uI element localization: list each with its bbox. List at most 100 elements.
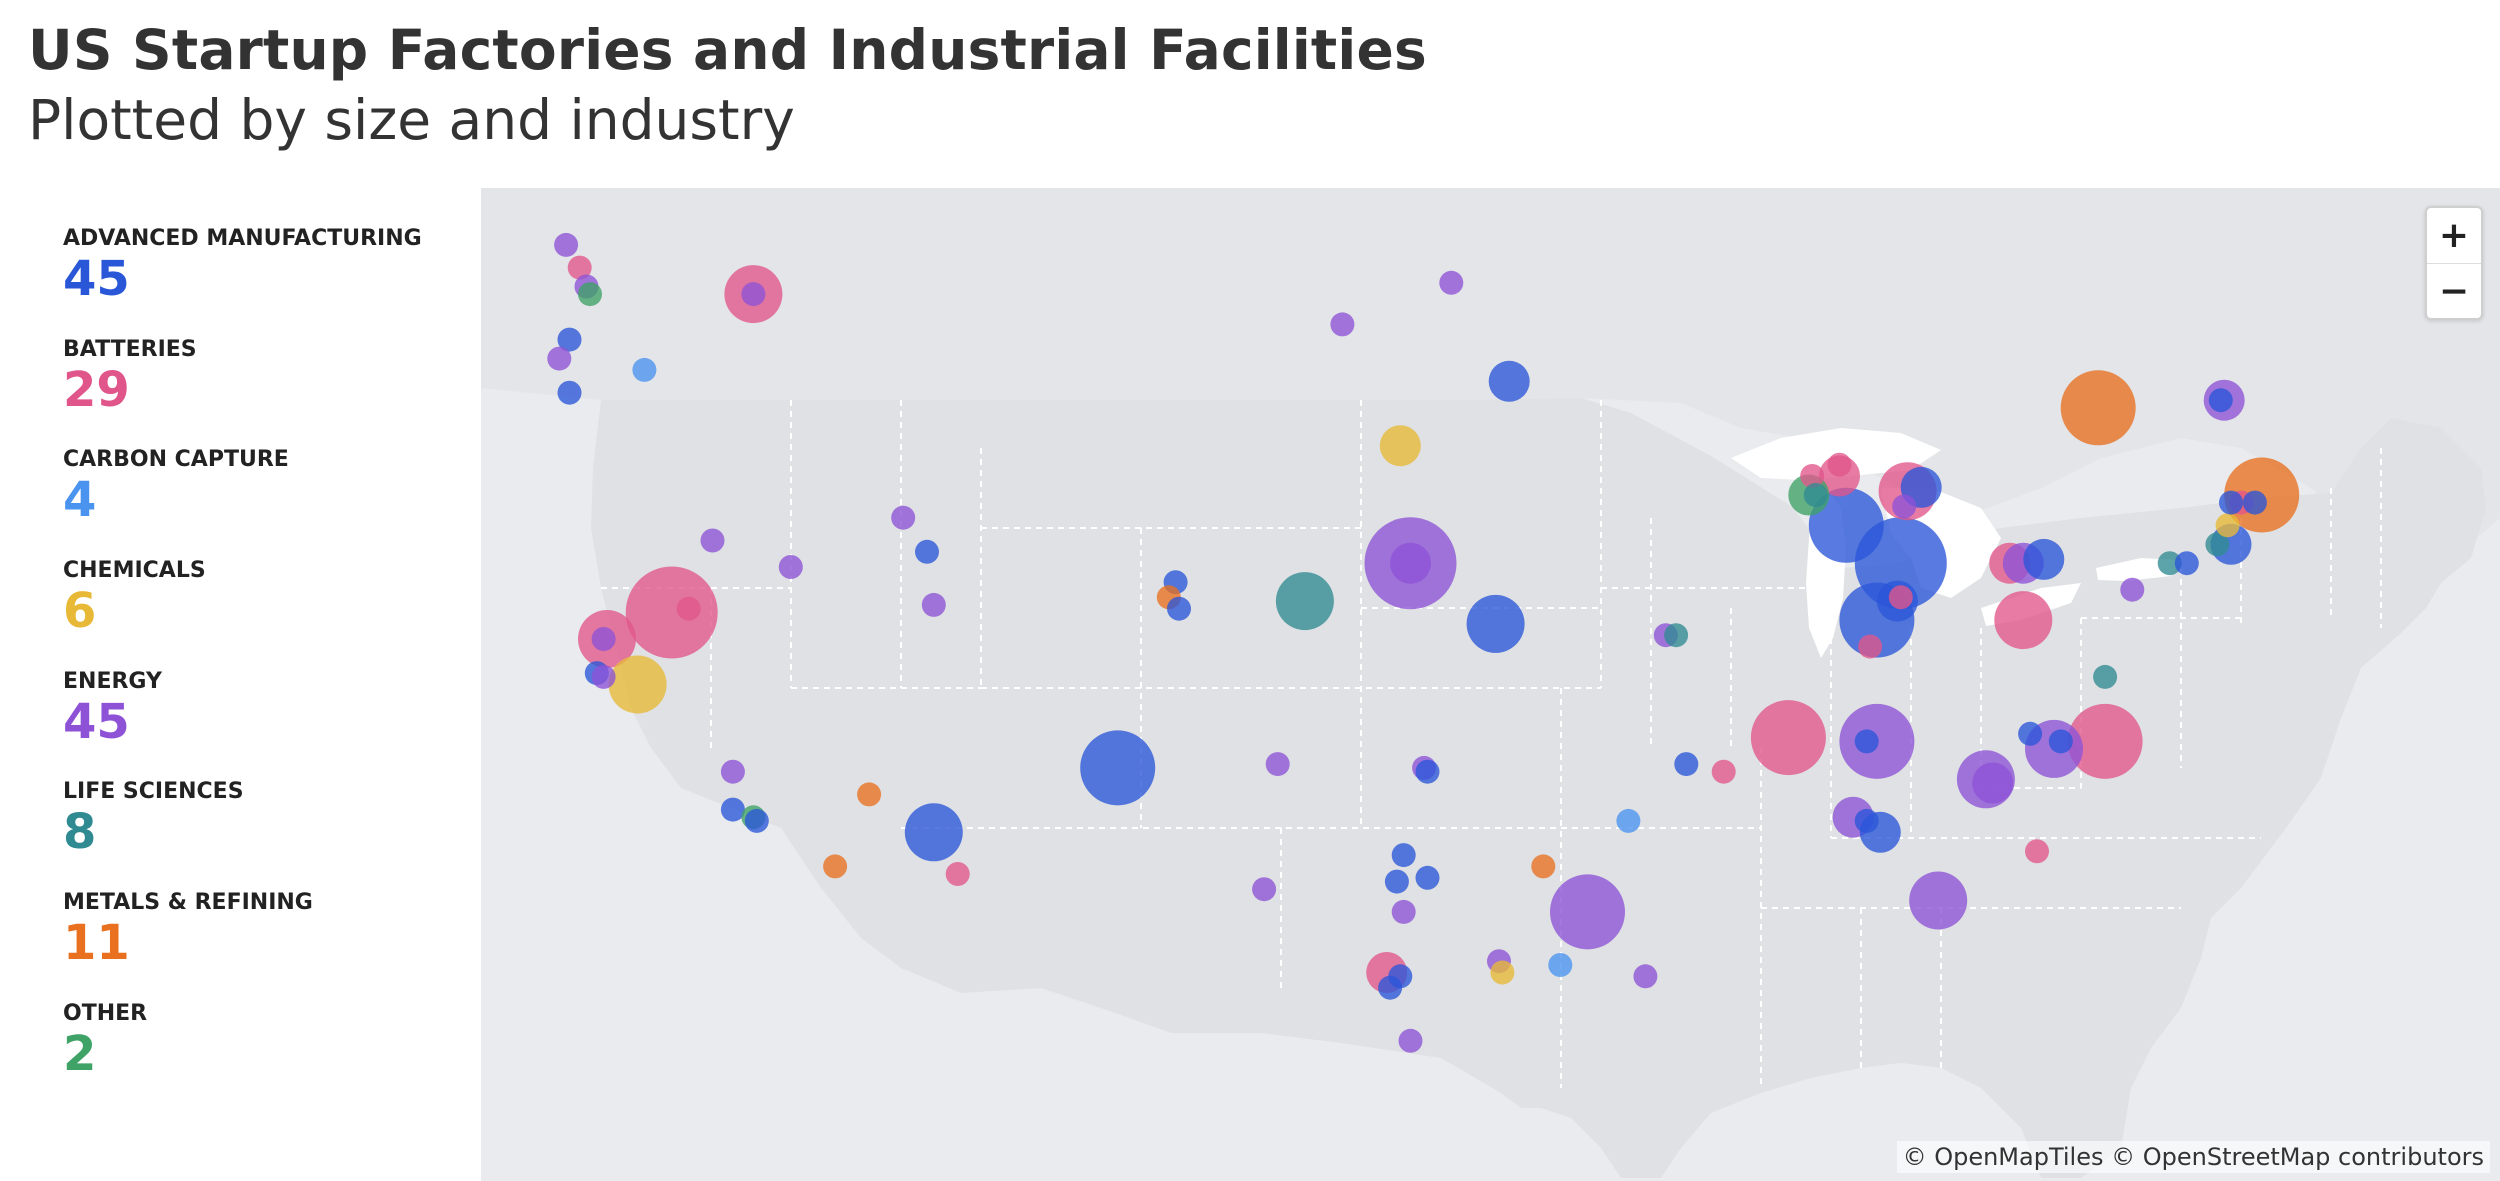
- facility-marker[interactable]: [904, 803, 963, 862]
- facility-marker[interactable]: [554, 232, 579, 257]
- legend-count: 4: [63, 472, 97, 529]
- facility-marker[interactable]: [1854, 729, 1879, 754]
- facility-marker[interactable]: [1888, 585, 1913, 610]
- facility-marker[interactable]: [720, 797, 745, 822]
- facility-marker[interactable]: [2208, 388, 2233, 413]
- facility-marker[interactable]: [2219, 490, 2243, 515]
- facility-marker[interactable]: [744, 808, 769, 833]
- legend-label: BATTERIES: [63, 336, 197, 362]
- facility-marker[interactable]: [625, 566, 718, 659]
- facility-marker[interactable]: [2215, 513, 2240, 538]
- facility-marker[interactable]: [676, 596, 701, 621]
- facility-marker[interactable]: [945, 862, 970, 886]
- facility-marker[interactable]: [1330, 312, 1355, 337]
- facility-marker[interactable]: [1892, 494, 1917, 519]
- facility-marker[interactable]: [1391, 899, 1416, 924]
- facility-marker[interactable]: [1379, 425, 1421, 467]
- legend-count: 2: [63, 1025, 97, 1082]
- facility-marker[interactable]: [2174, 551, 2199, 576]
- legend-label: CHEMICALS: [63, 558, 206, 584]
- facility-marker[interactable]: [1415, 759, 1440, 784]
- facility-marker[interactable]: [1466, 594, 1525, 653]
- facility-marker[interactable]: [1616, 808, 1641, 833]
- facility-marker[interactable]: [778, 555, 803, 579]
- facility-marker[interactable]: [1633, 964, 1658, 989]
- facility-marker[interactable]: [921, 592, 946, 617]
- facility-marker[interactable]: [857, 782, 882, 807]
- facility-marker[interactable]: [1803, 483, 1828, 507]
- facility-marker[interactable]: [2025, 839, 2049, 864]
- facility-marker[interactable]: [1439, 270, 1464, 295]
- facility-marker[interactable]: [2060, 370, 2136, 446]
- facility-marker[interactable]: [1167, 596, 1191, 621]
- facility-marker[interactable]: [1384, 869, 1409, 894]
- state-borders: [601, 400, 2382, 1088]
- facility-marker[interactable]: [1398, 1028, 1423, 1053]
- facility-marker[interactable]: [578, 282, 602, 307]
- facility-marker[interactable]: [632, 357, 657, 382]
- facility-marker[interactable]: [1378, 975, 1403, 1000]
- facility-marker[interactable]: [1827, 452, 1852, 477]
- facility-marker[interactable]: [2242, 490, 2267, 515]
- facility-marker[interactable]: [700, 528, 725, 553]
- facility-marker[interactable]: [567, 255, 592, 280]
- facility-marker[interactable]: [1252, 877, 1277, 902]
- facility-marker[interactable]: [2157, 551, 2182, 576]
- facility-marker[interactable]: [720, 759, 745, 784]
- facility-marker[interactable]: [2120, 577, 2145, 602]
- map-canvas[interactable]: [481, 188, 2500, 1181]
- facility-marker[interactable]: [1391, 843, 1416, 868]
- facility-marker[interactable]: [2093, 664, 2118, 689]
- facility-marker[interactable]: [1972, 762, 2014, 804]
- facility-marker[interactable]: [1548, 953, 1573, 977]
- facility-markers[interactable]: [547, 232, 2300, 1053]
- facility-marker[interactable]: [1854, 808, 1879, 833]
- facility-marker[interactable]: [1664, 623, 1689, 648]
- facility-marker[interactable]: [741, 282, 766, 307]
- legend-item-advanced-manufacturing: ADVANCED MANUFACTURING 45: [63, 226, 463, 337]
- facility-marker[interactable]: [2048, 729, 2073, 754]
- facility-marker[interactable]: [557, 380, 582, 405]
- facility-marker[interactable]: [1800, 464, 1825, 488]
- legend-item-energy: ENERGY 45: [63, 669, 463, 780]
- map-attribution[interactable]: © OpenMapTiles © OpenStreetMap contribut…: [1896, 1141, 2490, 1173]
- facility-marker[interactable]: [1415, 865, 1440, 890]
- legend-item-metals-refining: METALS & REFINING 11: [63, 890, 463, 1001]
- facility-marker[interactable]: [823, 854, 848, 879]
- facility-marker[interactable]: [1490, 960, 1515, 985]
- legend-count: 29: [63, 361, 130, 418]
- facility-marker[interactable]: [2205, 532, 2230, 557]
- facility-marker[interactable]: [1674, 752, 1699, 777]
- facility-marker[interactable]: [591, 627, 616, 651]
- facility-marker[interactable]: [2018, 721, 2043, 746]
- zoom-out-button[interactable]: −: [2438, 271, 2470, 312]
- facility-marker[interactable]: [915, 539, 939, 564]
- facility-marker[interactable]: [1265, 752, 1290, 777]
- zoom-in-button[interactable]: +: [2427, 208, 2481, 264]
- legend-count: 45: [63, 693, 130, 750]
- facility-marker[interactable]: [1080, 730, 1156, 806]
- facility-marker[interactable]: [891, 505, 916, 530]
- legend-label: METALS & REFINING: [63, 890, 313, 916]
- facility-marker[interactable]: [1275, 572, 1334, 631]
- facility-marker[interactable]: [557, 327, 582, 352]
- page-subtitle: Plotted by size and industry: [28, 88, 795, 152]
- facility-marker[interactable]: [1550, 874, 1625, 950]
- facility-marker[interactable]: [1750, 700, 1826, 776]
- facility-marker[interactable]: [1711, 759, 1736, 784]
- facility-marker[interactable]: [1488, 360, 1530, 402]
- facility-marker[interactable]: [608, 655, 667, 714]
- facility-marker[interactable]: [1808, 487, 1884, 563]
- facility-marker[interactable]: [1909, 871, 1968, 930]
- facility-marker[interactable]: [1531, 854, 1556, 879]
- facility-marker[interactable]: [2067, 703, 2143, 779]
- us-map[interactable]: + − © OpenMapTiles © OpenStreetMap contr…: [481, 188, 2500, 1181]
- legend-item-batteries: BATTERIES 29: [63, 337, 463, 448]
- facility-marker[interactable]: [1994, 591, 2053, 650]
- facility-marker[interactable]: [1858, 634, 1883, 659]
- facility-marker[interactable]: [1390, 542, 1431, 584]
- legend-label: CARBON CAPTURE: [63, 447, 289, 473]
- facility-marker[interactable]: [2023, 538, 2065, 580]
- facility-marker[interactable]: [591, 664, 616, 689]
- facility-marker[interactable]: [547, 346, 572, 371]
